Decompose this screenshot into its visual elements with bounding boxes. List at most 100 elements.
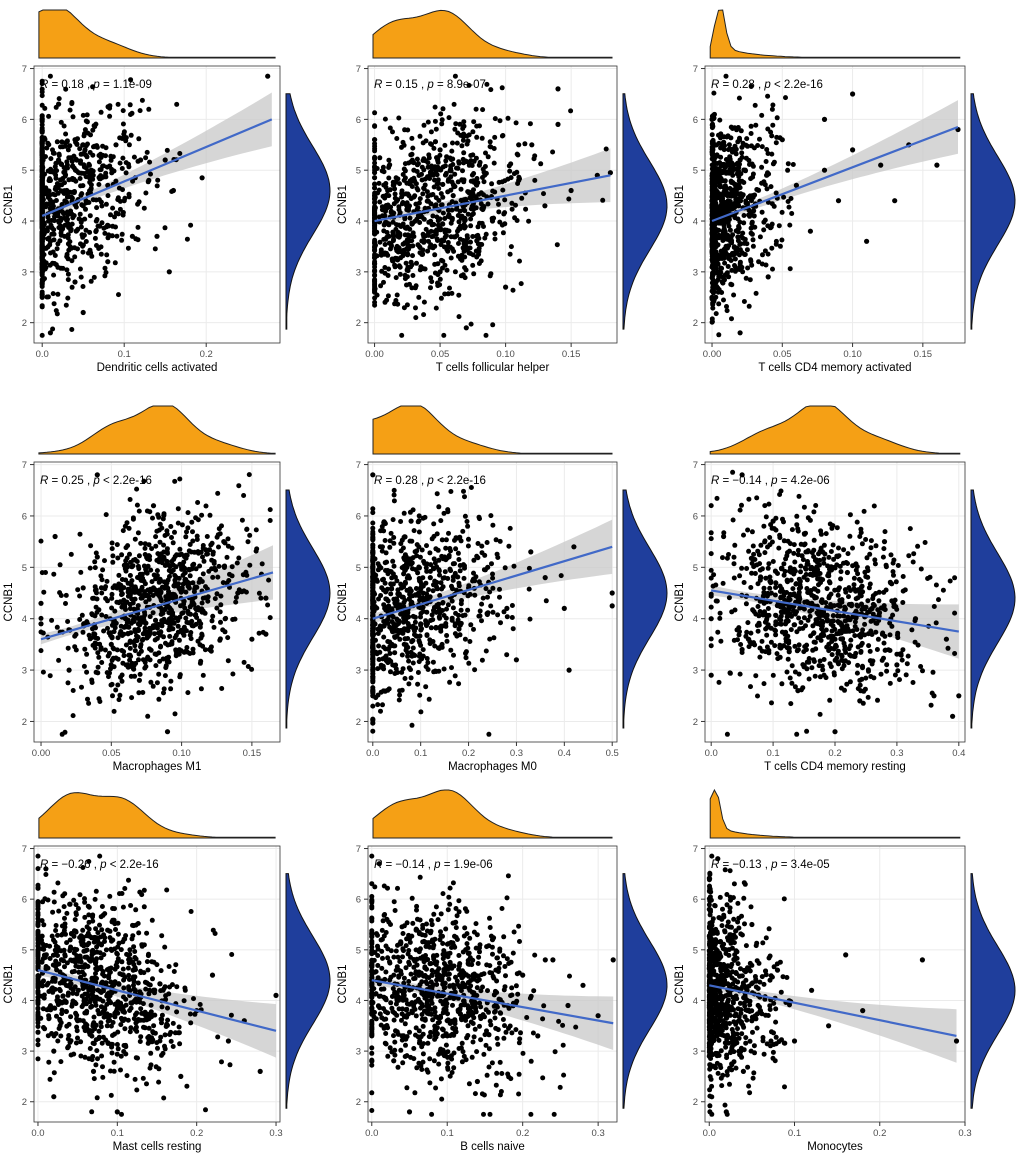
data-point bbox=[394, 596, 399, 602]
data-point bbox=[406, 160, 412, 166]
confidence-band bbox=[42, 92, 272, 221]
data-point bbox=[164, 147, 170, 153]
data-point bbox=[466, 162, 472, 168]
y-tick-label: 5 bbox=[22, 563, 27, 574]
data-point bbox=[463, 267, 469, 273]
data-point bbox=[403, 647, 409, 653]
data-point bbox=[769, 106, 775, 112]
data-point bbox=[732, 256, 738, 262]
data-point bbox=[193, 605, 199, 612]
data-point bbox=[427, 637, 433, 643]
data-point bbox=[136, 566, 142, 572]
data-point bbox=[117, 692, 123, 698]
data-point bbox=[459, 143, 465, 149]
data-point bbox=[218, 602, 224, 608]
data-point bbox=[49, 617, 55, 623]
data-point bbox=[39, 189, 45, 195]
data-point bbox=[127, 497, 133, 502]
data-point bbox=[456, 583, 462, 589]
data-point bbox=[236, 483, 242, 489]
data-point bbox=[765, 251, 771, 257]
data-point bbox=[53, 172, 59, 178]
data-point bbox=[212, 596, 218, 602]
data-point bbox=[127, 645, 133, 651]
data-point bbox=[125, 580, 131, 586]
data-point bbox=[435, 177, 441, 183]
p-value: = 1.1e-09 bbox=[100, 79, 152, 91]
data-point bbox=[39, 264, 45, 270]
data-point bbox=[132, 557, 138, 562]
data-point bbox=[230, 671, 236, 677]
data-point bbox=[52, 533, 58, 540]
r-label: R bbox=[711, 79, 719, 91]
data-point bbox=[154, 568, 160, 574]
data-point bbox=[97, 223, 103, 229]
data-point bbox=[134, 633, 139, 639]
scatter-points bbox=[709, 73, 961, 338]
data-point bbox=[466, 536, 471, 542]
data-point bbox=[420, 231, 426, 237]
data-point bbox=[479, 657, 485, 663]
data-point bbox=[39, 279, 45, 285]
p-value: = 8.9e-07 bbox=[434, 79, 486, 91]
data-point bbox=[99, 577, 105, 583]
data-point bbox=[482, 552, 488, 558]
x-tick-label: 0.00 bbox=[365, 349, 384, 360]
data-point bbox=[386, 175, 392, 181]
data-point bbox=[430, 213, 436, 219]
data-point bbox=[155, 177, 161, 183]
data-point bbox=[102, 558, 107, 564]
data-point bbox=[191, 561, 197, 567]
data-point bbox=[417, 220, 423, 225]
data-point bbox=[374, 605, 380, 611]
data-point bbox=[715, 261, 721, 267]
data-point bbox=[429, 142, 434, 147]
data-point bbox=[183, 615, 189, 621]
data-point bbox=[779, 237, 785, 243]
data-point bbox=[864, 238, 870, 244]
marginal-density-x bbox=[38, 405, 276, 455]
data-point bbox=[747, 212, 753, 218]
data-point bbox=[46, 218, 51, 224]
data-point bbox=[900, 600, 906, 605]
y-tick-label: 3 bbox=[22, 267, 27, 278]
data-point bbox=[39, 165, 45, 170]
data-point bbox=[104, 578, 110, 584]
data-point bbox=[419, 626, 424, 632]
data-point bbox=[603, 146, 609, 152]
data-point bbox=[445, 507, 451, 513]
data-point bbox=[372, 210, 378, 216]
data-point bbox=[111, 646, 117, 652]
data-point bbox=[392, 262, 398, 268]
data-point bbox=[183, 552, 189, 558]
data-point bbox=[70, 114, 76, 120]
data-point bbox=[727, 163, 733, 169]
y-tick-label: 5 bbox=[22, 166, 27, 177]
data-point bbox=[396, 115, 402, 121]
data-point bbox=[51, 571, 57, 577]
data-point bbox=[51, 231, 57, 237]
data-point bbox=[127, 102, 133, 108]
data-point bbox=[724, 308, 730, 314]
data-point bbox=[416, 173, 422, 178]
data-point bbox=[154, 680, 160, 686]
marginal-density-x bbox=[372, 9, 613, 59]
data-point bbox=[81, 663, 87, 669]
data-point bbox=[241, 659, 247, 665]
data-point bbox=[64, 217, 70, 223]
data-point bbox=[80, 585, 86, 591]
data-point bbox=[408, 196, 414, 202]
data-point bbox=[65, 241, 71, 247]
data-point bbox=[370, 590, 376, 595]
data-point bbox=[600, 197, 606, 203]
data-point bbox=[468, 239, 473, 245]
data-point bbox=[103, 145, 109, 151]
data-point bbox=[263, 595, 269, 601]
data-point bbox=[109, 635, 115, 641]
data-point bbox=[507, 168, 513, 174]
data-point bbox=[425, 160, 431, 166]
data-point bbox=[394, 256, 400, 261]
data-point bbox=[249, 666, 255, 672]
data-point bbox=[442, 142, 448, 148]
data-point bbox=[225, 543, 231, 549]
